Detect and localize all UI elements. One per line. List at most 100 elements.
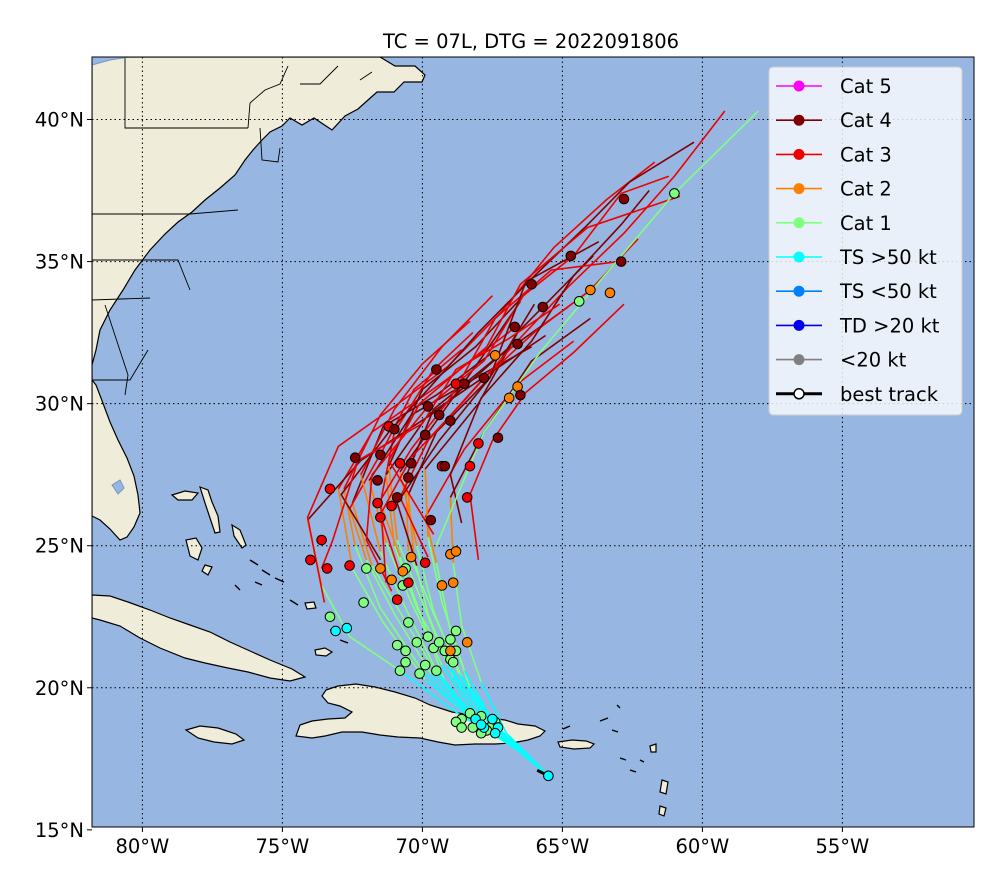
track-cat3 — [340, 141, 695, 561]
track-cat2-segment — [360, 474, 382, 552]
y-tick-label: 30°N — [35, 393, 84, 416]
forecast-point-cat4 — [391, 492, 403, 503]
track-major-segment — [360, 295, 493, 476]
turks-island — [314, 647, 334, 657]
forecast-point-cat4 — [526, 279, 537, 290]
x-tick-label: 75°W — [255, 835, 309, 858]
forecast-point-cat3 — [344, 560, 355, 571]
track-cat2-segment — [407, 494, 415, 558]
forecast-point-cat3 — [461, 492, 473, 503]
lesser-antilles-3 — [658, 805, 667, 817]
forecast-point-cat2 — [445, 645, 456, 657]
track-cat2-segment — [351, 502, 373, 566]
forecast-point-cat4 — [389, 423, 400, 435]
forecast-point-ts50 — [341, 622, 353, 634]
forecast-point-cat1 — [573, 296, 585, 307]
forecast-point-cat1 — [669, 188, 680, 199]
legend-label: Cat 4 — [840, 109, 892, 132]
forecast-point-cat2 — [450, 546, 462, 557]
x-tick-label: 55°W — [815, 835, 869, 858]
legend-marker — [793, 354, 805, 366]
track-cat3 — [449, 189, 650, 524]
forecast-point-cat4 — [478, 372, 490, 384]
forecast-point-cat3 — [324, 483, 336, 495]
forecast-point-cat3 — [321, 563, 333, 574]
chart-title: TC = 07L, DTG = 2022091806 — [382, 30, 679, 53]
track-major-segment — [407, 303, 536, 495]
forecast-point-cat4 — [431, 364, 442, 375]
track-major-segment — [379, 332, 474, 504]
forecast-point-cat4 — [422, 401, 434, 412]
land — [92, 57, 669, 817]
legend-marker — [793, 114, 805, 126]
forecast-point-cat2 — [585, 284, 596, 296]
forecast-point-cat3 — [391, 594, 403, 605]
x-tick-label: 65°W — [535, 835, 589, 858]
forecast-point-cat1 — [445, 634, 456, 645]
forecast-point-cat2 — [386, 574, 397, 586]
forecast-point-cat3 — [419, 557, 431, 569]
track-cat3 — [387, 195, 681, 535]
track-cat1-segment — [371, 565, 438, 675]
legend-marker — [793, 285, 805, 297]
forecast-point-cat1 — [361, 563, 372, 574]
forecast-point-ts50 — [487, 713, 498, 725]
x-tick-label: 80°W — [115, 835, 169, 858]
y-tick-labels: 40°N 35°N 30°N 25°N 20°N 15°N — [35, 109, 84, 842]
forecast-point-cat3 — [375, 511, 386, 523]
cuba — [92, 594, 307, 682]
legend-marker — [793, 80, 805, 92]
forecast-point-cat4 — [375, 449, 386, 461]
x-tick-label: 70°W — [395, 835, 449, 858]
legend-marker — [793, 388, 805, 400]
forecast-point-cat4 — [405, 458, 417, 469]
legend-marker — [793, 217, 805, 229]
bahamas-island-4 — [231, 523, 247, 549]
legend-label: Cat 3 — [840, 143, 892, 166]
ensemble-tracks — [306, 255, 594, 777]
track-cat1-segment — [320, 585, 401, 672]
legend-label: TD >20 kt — [839, 314, 940, 337]
forecast-point-cat3 — [386, 500, 397, 512]
lesser-antilles-2 — [659, 779, 669, 795]
bahamas-island-1 — [170, 490, 200, 501]
forecast-point-cat4 — [439, 460, 451, 472]
track-cat2-segment — [348, 508, 368, 561]
forecast-point-cat1 — [403, 617, 414, 628]
forecast-point-cat2 — [397, 565, 409, 577]
forecast-point-cat4 — [419, 429, 431, 441]
forecast-point-cat4 — [492, 432, 504, 444]
y-tick-label: 20°N — [35, 677, 84, 700]
forecast-point-cat1 — [422, 631, 434, 642]
forecast-point-cat3 — [316, 534, 327, 546]
x-tick-labels: 80°W 75°W 70°W 65°W 60°W 55°W — [115, 835, 869, 858]
forecast-point-cat4 — [509, 321, 521, 333]
us-east-coast — [92, 57, 426, 541]
forecast-point-cat2 — [461, 637, 473, 648]
legend-label: TS >50 kt — [839, 246, 937, 269]
forecast-point-cat2 — [405, 551, 417, 563]
forecast-point-cat3 — [305, 554, 316, 566]
forecast-point-cat2 — [436, 580, 448, 591]
forecast-point-cat3 — [403, 577, 414, 588]
forecast-point-cat4 — [565, 250, 577, 262]
track-cat3 — [396, 240, 600, 566]
forecast-point-cat4 — [618, 193, 630, 205]
forecast-point-cat1 — [456, 722, 467, 733]
legend-marker — [793, 148, 805, 160]
x-tick-label: 60°W — [675, 835, 729, 858]
forecast-point-cat1 — [400, 656, 411, 668]
forecast-point-cat4 — [459, 378, 470, 390]
forecast-point-ts50 — [489, 727, 501, 739]
forecast-point-cat3 — [372, 497, 383, 509]
bahamas-island-3 — [185, 537, 203, 561]
state-border-lines — [92, 57, 373, 396]
small-islands — [234, 559, 645, 773]
great-lake — [92, 57, 131, 66]
legend-label: Cat 2 — [840, 178, 892, 201]
forecast-points — [305, 188, 680, 782]
legend-label: best track — [840, 383, 939, 406]
forecast-point-cat1 — [414, 668, 425, 679]
y-tick-label: 35°N — [35, 251, 84, 274]
